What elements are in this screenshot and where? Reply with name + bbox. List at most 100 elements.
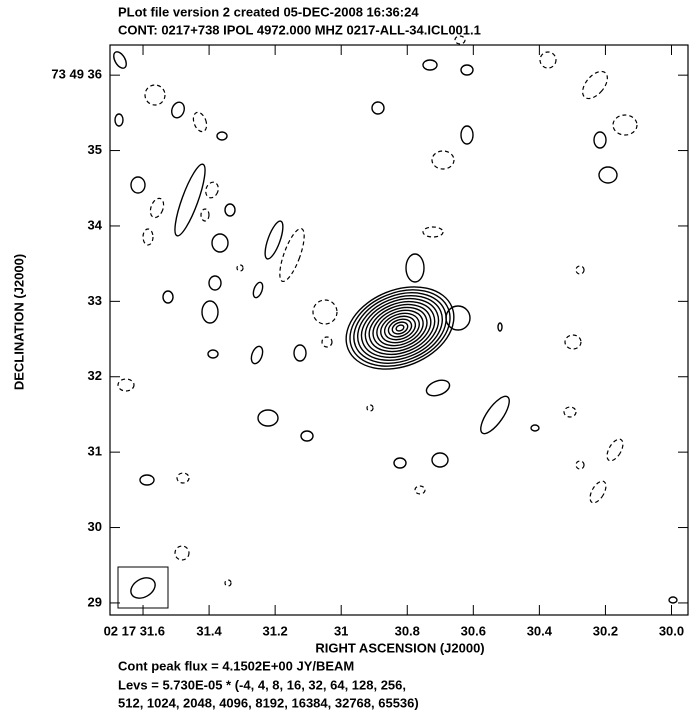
contour <box>393 457 407 469</box>
contour <box>142 228 154 246</box>
y-tick-label: 34 <box>88 217 103 232</box>
contour <box>460 64 474 76</box>
contour <box>216 131 228 141</box>
contour <box>539 51 557 69</box>
contour <box>312 299 338 325</box>
y-tick-label: 73 49 36 <box>51 67 102 82</box>
contour <box>349 289 451 367</box>
contour <box>368 303 432 353</box>
contour <box>252 281 264 299</box>
contour <box>345 286 455 370</box>
contour <box>279 227 305 283</box>
annotation: Cont peak flux = 4.1502E+00 JY/BEAM <box>118 658 354 673</box>
contour <box>174 545 190 561</box>
contour <box>264 220 284 260</box>
contour <box>598 166 618 184</box>
contour <box>250 345 264 365</box>
contour <box>144 84 166 106</box>
contour <box>236 264 244 272</box>
contour <box>391 321 409 335</box>
contour <box>372 306 428 350</box>
contour <box>414 485 426 495</box>
chart-title: PLot file version 2 created 05-DEC-2008 … <box>118 4 419 19</box>
contour <box>589 480 607 504</box>
contour <box>431 452 449 468</box>
contours <box>113 35 678 604</box>
contour <box>130 577 156 599</box>
contour <box>383 315 417 341</box>
y-tick-label: 35 <box>88 142 102 157</box>
contour <box>431 150 455 170</box>
contour <box>117 378 135 392</box>
beam-box <box>117 566 169 609</box>
contour <box>593 131 607 149</box>
contour <box>582 70 608 100</box>
contour <box>575 265 585 275</box>
y-tick-label: 33 <box>88 293 102 308</box>
contour <box>201 300 219 324</box>
contour <box>360 297 440 359</box>
contour <box>668 596 678 604</box>
contour <box>364 300 436 356</box>
plot-frame <box>109 44 689 616</box>
contour <box>171 101 185 119</box>
annotation: 512, 1024, 2048, 4096, 8192, 16384, 3276… <box>118 695 419 710</box>
contour <box>376 309 424 347</box>
contour <box>257 409 279 427</box>
chart-subtitle: CONT: 0217+738 IPOL 4972.000 MHZ 0217-AL… <box>118 22 481 37</box>
contour <box>321 336 333 348</box>
contour <box>208 275 222 291</box>
contour <box>200 208 210 222</box>
contour <box>114 113 124 127</box>
annotation: Levs = 5.730E-05 * (-4, 4, 8, 16, 32, 64… <box>118 677 406 692</box>
y-tick-label: 31 <box>88 444 102 459</box>
contour <box>480 395 510 435</box>
contour <box>174 163 206 237</box>
contour <box>497 322 503 332</box>
contour <box>192 111 208 133</box>
x-tick-label: 30.2 <box>593 623 618 638</box>
contour <box>405 253 425 283</box>
contour <box>422 226 444 238</box>
y-tick-label: 30 <box>88 519 102 534</box>
contour <box>454 35 466 45</box>
x-tick-label: 30.6 <box>461 623 486 638</box>
x-tick-label: 31.2 <box>262 623 287 638</box>
x-tick-label: 31 <box>334 623 348 638</box>
y-tick-label: 32 <box>88 368 102 383</box>
contour <box>356 295 444 361</box>
contour <box>149 197 165 219</box>
contour <box>606 438 624 462</box>
contour <box>113 51 127 69</box>
contour <box>162 290 174 304</box>
contour <box>575 460 585 470</box>
contour <box>387 318 413 338</box>
contour <box>224 579 232 587</box>
contour <box>130 176 146 194</box>
contour <box>139 474 155 486</box>
contour <box>395 324 405 332</box>
contour <box>211 233 229 253</box>
contour <box>205 181 219 199</box>
x-tick-label: 30.4 <box>527 623 553 638</box>
contour <box>380 312 420 344</box>
contour <box>564 334 582 350</box>
contour <box>371 101 385 115</box>
contour <box>425 379 451 397</box>
contour <box>224 203 236 217</box>
contour <box>176 472 190 484</box>
contour <box>353 292 447 364</box>
x-tick-label: 30.8 <box>395 623 420 638</box>
contour <box>530 424 540 432</box>
contour <box>366 404 374 412</box>
contour <box>612 114 638 136</box>
y-tick-label: 29 <box>88 594 102 609</box>
contour <box>207 349 219 359</box>
contour <box>563 406 577 418</box>
contour <box>293 344 307 362</box>
contour <box>460 125 474 145</box>
y-axis-label: DECLINATION (J2000) <box>11 254 26 390</box>
x-tick-label: 31.4 <box>196 623 222 638</box>
x-tick-label: 02 17 31.6 <box>104 623 165 638</box>
